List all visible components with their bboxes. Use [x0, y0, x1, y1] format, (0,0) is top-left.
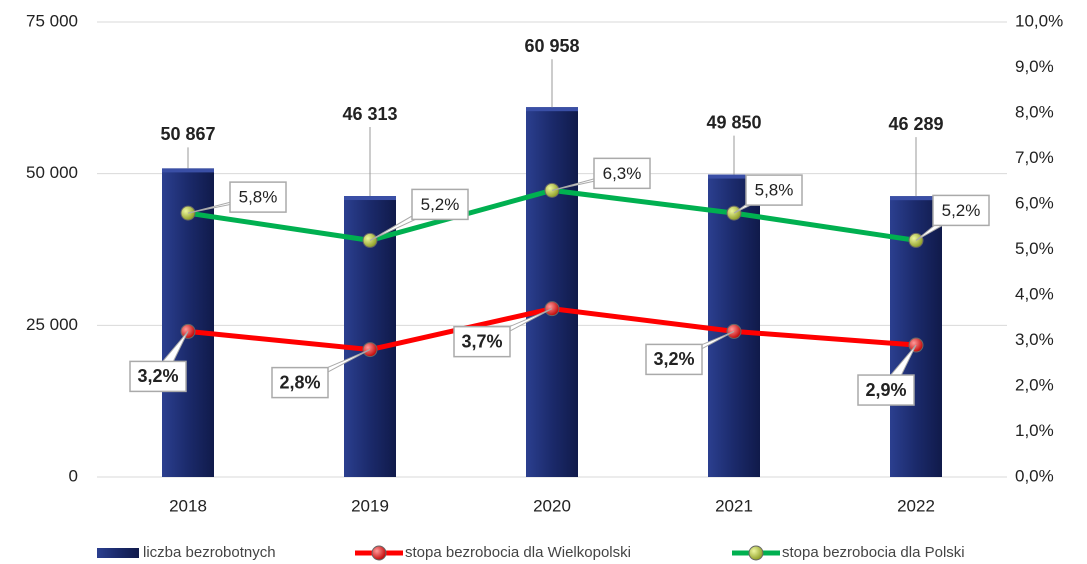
- legend-label: liczba bezrobotnych: [143, 544, 276, 561]
- data-label: 3,7%: [461, 331, 502, 351]
- y2-tick-label: 0,0%: [1015, 466, 1054, 485]
- label-box: [411, 188, 469, 221]
- label-box: [129, 360, 187, 393]
- y-tick-label: 25 000: [26, 315, 78, 334]
- y2-tick-label: 8,0%: [1015, 102, 1054, 121]
- data-label: 6,3%: [603, 164, 642, 183]
- data-label: 49 850: [706, 112, 761, 132]
- y-tick-label: 0: [69, 466, 78, 485]
- data-label: 50 867: [160, 124, 215, 144]
- y-tick-label: 75 000: [26, 11, 78, 30]
- legend-label: stopa bezrobocia dla Polski: [782, 544, 965, 561]
- y2-tick-label: 10,0%: [1015, 11, 1063, 30]
- label-box: [857, 374, 915, 406]
- bar-top: [708, 174, 760, 179]
- data-label: 5,8%: [755, 181, 794, 200]
- label-box: [271, 366, 329, 399]
- x-tick-label: 2022: [897, 496, 935, 515]
- x-tick-label: 2020: [533, 496, 571, 515]
- legend-marker: [748, 545, 764, 561]
- legend-swatch: [97, 548, 139, 558]
- label-box: [745, 174, 803, 206]
- x-tick-label: 2018: [169, 496, 207, 515]
- legend-label: stopa bezrobocia dla Wielkopolski: [405, 544, 631, 561]
- y2-tick-label: 1,0%: [1015, 421, 1054, 440]
- bar-top: [162, 168, 214, 173]
- data-label: 2,8%: [279, 372, 320, 392]
- label-box: [453, 325, 511, 358]
- y2-tick-label: 6,0%: [1015, 193, 1054, 212]
- x-tick-label: 2019: [351, 496, 389, 515]
- data-label: 2,9%: [865, 380, 906, 400]
- label-box: [593, 157, 651, 190]
- data-label: 3,2%: [653, 349, 694, 369]
- data-label: 46 313: [342, 104, 397, 124]
- label-box: [645, 343, 703, 376]
- y2-tick-label: 3,0%: [1015, 330, 1054, 349]
- bar: [526, 107, 578, 477]
- x-tick-label: 2021: [715, 496, 753, 515]
- y2-tick-label: 9,0%: [1015, 57, 1054, 76]
- y2-tick-label: 2,0%: [1015, 375, 1054, 394]
- label-box: [932, 194, 990, 227]
- y2-tick-label: 5,0%: [1015, 239, 1054, 258]
- bar-top: [344, 196, 396, 201]
- label-box: [229, 181, 287, 213]
- bar-top: [526, 107, 578, 112]
- data-label: 3,2%: [137, 366, 178, 386]
- data-label: 60 958: [524, 36, 579, 56]
- data-label: 5,2%: [421, 195, 460, 214]
- legend-marker: [371, 545, 387, 561]
- y-tick-label: 50 000: [26, 163, 78, 182]
- data-label: 5,2%: [942, 201, 981, 220]
- data-label: 46 289: [888, 114, 943, 134]
- y2-tick-label: 7,0%: [1015, 148, 1054, 167]
- data-label: 5,8%: [239, 188, 278, 207]
- y2-tick-label: 4,0%: [1015, 284, 1054, 303]
- bar-top: [890, 196, 942, 201]
